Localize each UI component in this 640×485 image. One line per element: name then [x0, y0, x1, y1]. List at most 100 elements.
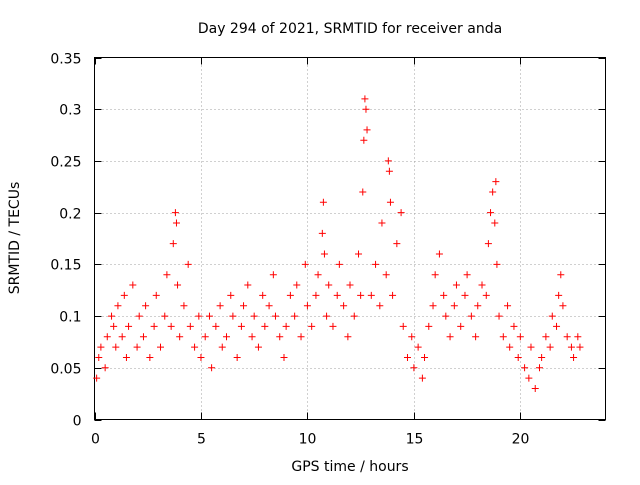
data-point: [293, 281, 301, 289]
data-point: [161, 312, 169, 320]
data-point: [367, 291, 375, 299]
y-tick-label: 0.05: [50, 362, 81, 378]
data-point: [191, 343, 199, 351]
data-point: [240, 302, 248, 310]
data-point: [120, 291, 128, 299]
data-point: [186, 322, 194, 330]
data-point: [152, 291, 160, 299]
data-point: [527, 343, 535, 351]
data-point: [386, 198, 394, 206]
data-point: [555, 291, 563, 299]
x-tick-label: 5: [197, 432, 206, 448]
data-point: [553, 322, 561, 330]
data-point: [218, 343, 226, 351]
data-point: [474, 302, 482, 310]
data-points: [93, 95, 584, 392]
data-point: [212, 322, 220, 330]
data-point: [184, 260, 192, 268]
data-point: [492, 178, 500, 186]
data-point: [319, 198, 327, 206]
data-point: [314, 271, 322, 279]
data-point: [546, 343, 554, 351]
data-point: [180, 302, 188, 310]
data-point: [357, 291, 365, 299]
data-point: [548, 312, 556, 320]
data-point: [142, 302, 150, 310]
data-point: [318, 229, 326, 237]
data-point: [567, 343, 575, 351]
data-point: [176, 333, 184, 341]
data-point: [410, 364, 418, 372]
data-point: [363, 126, 371, 134]
data-point: [265, 302, 273, 310]
data-point: [282, 322, 290, 330]
y-tick-label: 0.15: [50, 258, 81, 274]
data-point: [118, 333, 126, 341]
data-point: [150, 322, 158, 330]
data-point: [563, 333, 571, 341]
data-point: [574, 333, 582, 341]
grid: [94, 57, 606, 420]
data-point: [350, 312, 358, 320]
data-point: [362, 105, 370, 113]
data-point: [303, 302, 311, 310]
data-point: [269, 271, 277, 279]
data-point: [355, 250, 363, 258]
data-point: [139, 333, 147, 341]
data-point: [216, 302, 224, 310]
data-point: [208, 364, 216, 372]
y-tick-label: 0.35: [50, 52, 81, 68]
data-point: [514, 353, 522, 361]
data-point: [248, 333, 256, 341]
data-point: [393, 240, 401, 248]
data-point: [559, 302, 567, 310]
data-point: [361, 95, 369, 103]
data-point: [174, 281, 182, 289]
data-point: [542, 333, 550, 341]
data-point: [491, 219, 499, 227]
data-point: [478, 281, 486, 289]
data-point: [389, 291, 397, 299]
data-point: [129, 281, 137, 289]
data-point: [93, 374, 101, 382]
data-point: [570, 353, 578, 361]
data-point: [333, 291, 341, 299]
data-point: [135, 312, 143, 320]
data-point: [382, 271, 390, 279]
x-tick-label: 20: [512, 432, 530, 448]
data-point: [157, 343, 165, 351]
y-tick-label: 0.2: [59, 207, 81, 223]
data-point: [431, 271, 439, 279]
data-point: [495, 312, 503, 320]
data-point: [372, 260, 380, 268]
data-point: [112, 343, 120, 351]
data-point: [297, 333, 305, 341]
data-point: [171, 209, 179, 217]
data-point: [403, 353, 411, 361]
data-point: [457, 322, 465, 330]
data-point: [250, 312, 258, 320]
data-point: [435, 250, 443, 258]
data-point: [525, 374, 533, 382]
data-point: [472, 333, 480, 341]
data-point: [467, 312, 475, 320]
data-point: [329, 322, 337, 330]
plot-frame: [94, 57, 606, 420]
data-point: [335, 260, 343, 268]
data-point: [201, 333, 209, 341]
data-point: [376, 302, 384, 310]
data-point: [301, 260, 309, 268]
data-point: [463, 271, 471, 279]
data-point: [489, 188, 497, 196]
data-point: [291, 312, 299, 320]
axis-ticks: 0 0.05 0.1 0.15 0.2 0.25 0.3 0.35 0 5 10 15 20: [50, 52, 606, 448]
y-tick-label: 0.3: [59, 103, 81, 119]
data-point: [399, 322, 407, 330]
data-point: [223, 333, 231, 341]
data-point: [122, 353, 130, 361]
data-point: [97, 343, 105, 351]
data-point: [442, 312, 450, 320]
data-point: [450, 302, 458, 310]
